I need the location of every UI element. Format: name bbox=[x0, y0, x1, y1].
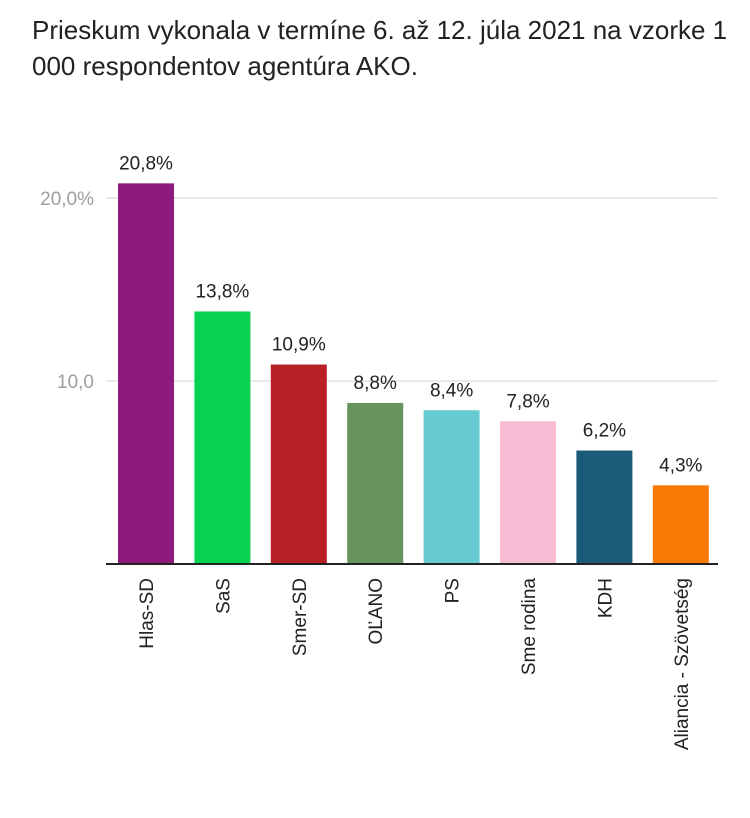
bar-3 bbox=[347, 402, 404, 564]
category-label-4: PS bbox=[443, 578, 464, 603]
bar-5 bbox=[500, 421, 556, 564]
bar-0 bbox=[118, 183, 174, 565]
bar-1 bbox=[194, 311, 251, 564]
category-label-0: Hlas-SD bbox=[137, 578, 158, 649]
data-label-7: 4,3% bbox=[659, 455, 702, 476]
data-label-0: 20,8% bbox=[119, 153, 173, 174]
category-label-5: Sme rodina bbox=[519, 578, 540, 676]
category-label-3: OĽANO bbox=[366, 578, 387, 645]
y-tick-label-0: 10,0 bbox=[57, 372, 94, 393]
chart-title: Prieskum vykonala v termíne 6. až 12. jú… bbox=[32, 15, 728, 81]
category-label-7: Aliancia - Szövetség bbox=[672, 578, 693, 750]
data-label-1: 13,8% bbox=[195, 281, 249, 302]
bar-2 bbox=[270, 364, 327, 564]
data-label-6: 6,2% bbox=[583, 421, 626, 442]
data-label-3: 8,8% bbox=[354, 373, 397, 394]
y-tick-label-1: 20,0% bbox=[40, 189, 94, 210]
data-label-2: 10,9% bbox=[272, 335, 326, 356]
category-label-1: SaS bbox=[213, 578, 234, 614]
data-label-4: 8,4% bbox=[430, 380, 473, 401]
category-label-2: Smer-SD bbox=[290, 578, 311, 656]
bar-4 bbox=[423, 410, 480, 564]
data-label-5: 7,8% bbox=[506, 391, 549, 412]
category-label-6: KDH bbox=[595, 578, 616, 618]
bar-7 bbox=[652, 485, 709, 564]
bar-6 bbox=[576, 450, 633, 564]
